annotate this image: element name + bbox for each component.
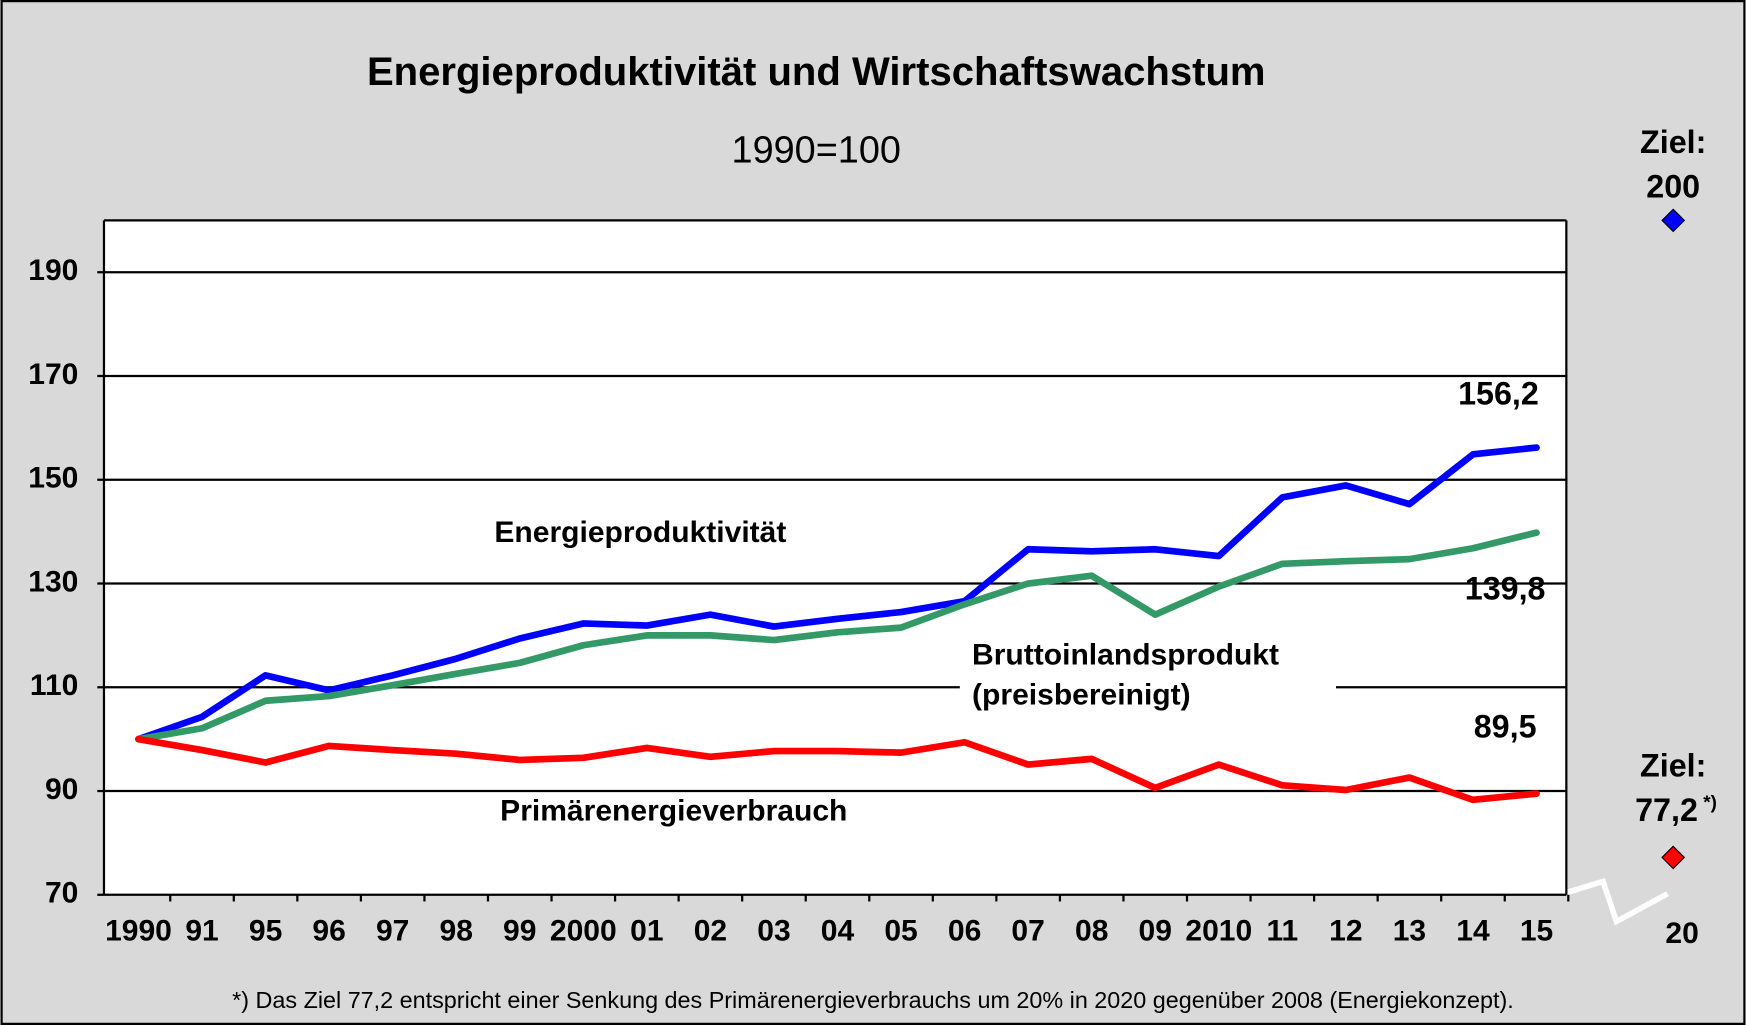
series-label: Primärenergieverbrauch [500,794,847,827]
x-tick-label: 01 [630,915,663,948]
x-tick-label: 09 [1139,915,1172,948]
axis-break [1565,877,1669,926]
y-tick-label: 170 [28,358,78,391]
x-tick-label: 2010 [1185,915,1252,948]
x-tick-label: 91 [185,915,218,948]
x-tick-label: 13 [1393,915,1426,948]
x-tick-label: 95 [249,915,282,948]
x-tick-label: 20 [1665,917,1698,950]
footnote: *) Das Ziel 77,2 entspricht einer Senkun… [232,987,1514,1013]
data-label: 156,2 [1458,376,1539,412]
target-label: Ziel: [1640,747,1706,783]
x-tick-label: 12 [1329,915,1362,948]
target-marker [1661,845,1686,870]
x-tick-label: 05 [884,915,917,948]
data-line [135,735,1540,804]
chart-title: Energieproduktivität und Wirtschaftswach… [367,50,1266,94]
x-tick-label: 03 [757,915,790,948]
series-label-line: (preisbereinigt) [972,679,1191,712]
data-label: 89,5 [1474,708,1537,744]
y-tick-label: 70 [45,877,78,910]
x-tick-label: 96 [312,915,345,948]
x-tick-label: 99 [503,915,536,948]
x-tick-label: 04 [821,915,855,948]
chart-subtitle: 1990=100 [732,129,901,171]
x-tick-label: 1990 [105,915,172,948]
target-marker [1661,208,1686,233]
x-tick-label: 02 [694,915,727,948]
x-tick-label: 2000 [550,915,617,948]
y-tick-label: 150 [28,462,78,495]
target-value-label: 77,2 [1635,792,1698,828]
target-value-label: 200 [1646,169,1700,205]
data-line [135,444,1540,743]
x-tick-label: 14 [1456,915,1490,948]
x-tick-label: 15 [1520,915,1553,948]
series-label: Energieproduktivität [494,516,786,549]
y-tick-label: 90 [45,773,78,806]
data-label: 139,8 [1465,570,1546,606]
series-label: Bruttoinlandsprodukt (preisbereinigt) [972,639,1287,712]
label-box [959,634,1336,715]
y-tick-label: 190 [28,254,78,287]
y-tick-label: 110 [30,669,78,702]
data-line [135,529,1540,743]
x-tick-label: 06 [948,915,981,948]
x-tick-label: 08 [1075,915,1108,948]
series-label-line: Bruttoinlandsprodukt [972,639,1287,672]
x-tick-label: 07 [1011,915,1044,948]
y-tick-label: 130 [28,565,78,598]
target-label: Ziel: [1640,124,1706,160]
x-tick-label: 97 [376,915,409,948]
x-tick-label: 98 [440,915,473,948]
plot-area [103,220,1567,895]
x-tick-label: 11 [1266,915,1298,948]
target-note: *) [1703,793,1717,814]
